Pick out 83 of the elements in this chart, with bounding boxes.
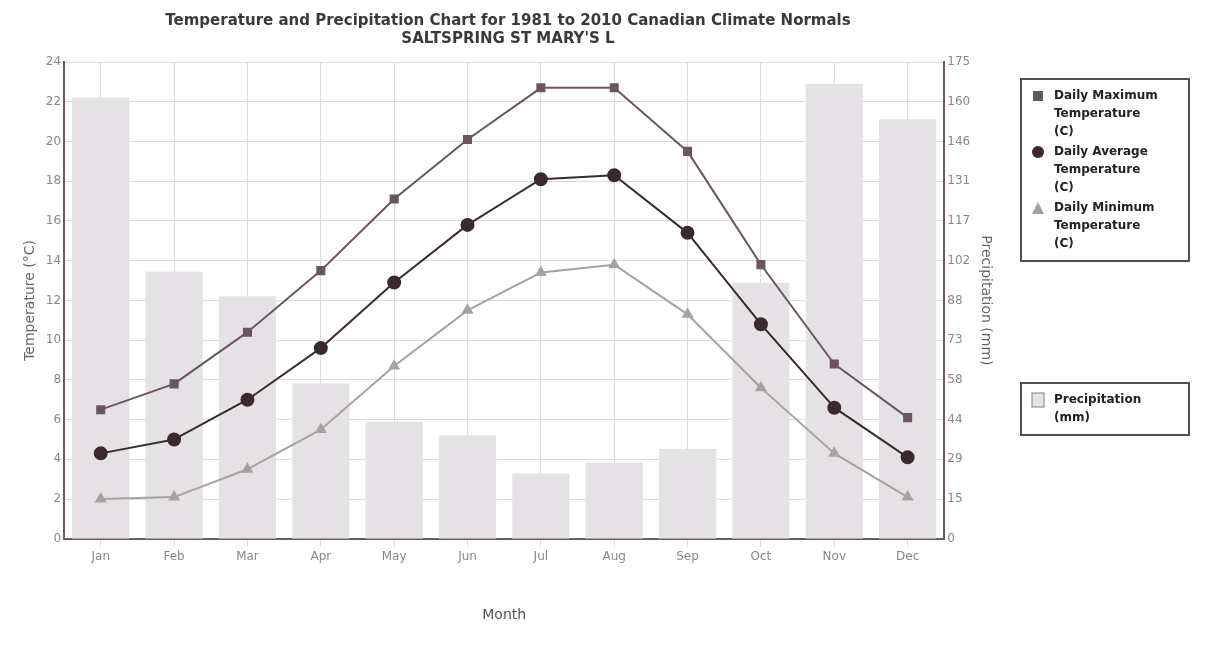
point [753,317,768,332]
y-tick-label: 8 [53,371,62,386]
y-tick-label: 2 [53,491,62,506]
point [683,146,693,156]
y2-tick-label: 29 [947,451,963,466]
legend-label: Daily Maximum Temperature (C) [1054,87,1159,140]
y2-tick-label: 131 [947,173,971,188]
point [829,359,839,369]
y2-tick-label: 73 [947,332,963,347]
point [169,379,179,389]
point [460,217,475,232]
y-tick-label: 6 [53,411,62,426]
point [462,304,473,314]
y-axis-title: Temperature (°C) [21,239,38,362]
point [903,413,913,423]
x-tick-label: Apr [310,549,332,564]
chart-title: Temperature and Precipitation Chart for 1981 to 2010 Canadian Climate Normals [165,10,851,29]
x-tick-label: Jul [532,549,549,564]
point [535,266,547,277]
point [755,381,767,392]
y-tick-label: 24 [45,54,62,69]
point [680,225,695,240]
point [93,446,108,461]
y2-tick-label: 44 [947,411,963,426]
point [609,83,619,93]
point [240,392,255,407]
point [242,463,253,473]
point [242,327,252,337]
point [902,491,913,501]
point [388,359,400,370]
y-tick-label: 0 [53,530,62,545]
point [313,341,328,356]
point [95,493,107,503]
x-axis-title: Month [482,606,527,623]
x-tick-label: Jan [90,549,110,564]
y2-tick-label: 88 [947,292,963,307]
chart-subtitle: SALTSPRING ST MARY'S L [401,28,616,47]
legend-label: Daily Minimum Temperature (C) [1054,199,1156,252]
x-tick-label: Mar [236,549,259,564]
point [316,266,326,276]
y-tick-label: 20 [45,133,62,148]
y-tick-label: 4 [53,451,62,466]
point [828,447,840,457]
point [608,258,620,269]
y-tick-label: 18 [45,173,62,188]
point [462,134,473,145]
point [96,405,106,415]
x-tick-label: May [381,549,407,564]
y-tick-label: 12 [45,292,62,307]
legend-label: Daily Average Temperature (C) [1054,143,1149,196]
y2-tick-label: 0 [947,530,955,545]
point [682,308,693,318]
point [315,423,327,434]
y-tick-label: 16 [45,213,62,228]
point [387,275,402,290]
point [827,400,842,415]
x-tick-label: Jun [457,549,477,564]
y2-tick-label: 117 [947,213,971,228]
point [389,194,399,204]
y-tick-label: 14 [45,252,62,267]
y2-tick-label: 175 [947,54,971,69]
point [607,168,622,183]
y-tick-label: 10 [45,332,62,347]
y2-axis-title: Precipitation (mm) [978,235,995,366]
point [536,83,546,93]
x-tick-label: Nov [822,549,846,564]
y2-tick-label: 15 [947,491,963,506]
point [756,260,766,270]
y2-tick-label: 160 [947,93,971,108]
x-tick-label: Oct [750,549,772,564]
y2-tick-label: 146 [947,133,971,148]
x-tick-label: Aug [602,549,626,564]
x-tick-label: Sep [676,549,699,564]
y2-tick-label: 58 [947,371,963,386]
y2-tick-label: 102 [947,252,971,267]
x-tick-label: Feb [163,549,185,564]
x-tick-label: Dec [896,549,920,564]
point [167,432,182,447]
point [900,450,915,465]
point [168,491,180,501]
y-tick-label: 22 [45,93,62,108]
legend-label: Precipitation (mm) [1054,391,1143,426]
point [533,172,548,187]
